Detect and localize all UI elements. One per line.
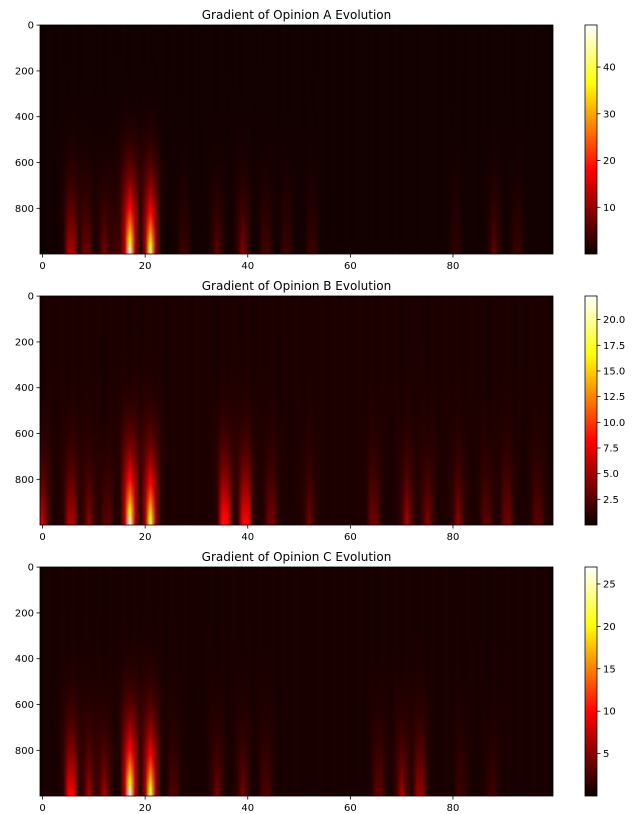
chart-title: Gradient of Opinion C Evolution: [202, 550, 392, 564]
x-tick-label: 20: [139, 261, 152, 272]
heatmap-image: [40, 567, 553, 796]
x-tick-label: 20: [139, 803, 152, 814]
x-tick-label: 20: [139, 532, 152, 543]
chart-title: Gradient of Opinion A Evolution: [202, 8, 392, 22]
colorbar-tick-label: 7.5: [603, 443, 619, 454]
colorbar-tick-label: 15: [603, 664, 616, 675]
y-tick-label: 0: [28, 21, 34, 32]
x-tick-label: 80: [447, 532, 460, 543]
colorbar: 2.5 5.0 7.5 10.0 12.5 15.0 17.5 20.0: [584, 295, 625, 526]
x-tick-label: 60: [344, 261, 357, 272]
y-tick-label: 800: [15, 204, 34, 215]
colorbar: 5 10 15 20 25: [584, 566, 616, 797]
x-tick-label: 60: [344, 532, 357, 543]
y-tick-label: 400: [15, 383, 34, 394]
y-tick-label: 400: [15, 112, 34, 123]
y-tick-label: 800: [15, 475, 34, 486]
y-tick-label: 0: [28, 292, 34, 303]
x-tick-label: 40: [241, 532, 254, 543]
y-tick-label: 200: [15, 66, 34, 77]
colorbar-tick-label: 10: [603, 707, 616, 718]
plot-frame: [39, 24, 554, 255]
colorbar-gradient: [584, 566, 598, 797]
plot-frame: [39, 295, 554, 526]
heatmap-image: [40, 25, 553, 254]
heatmap-panel-b: Gradient of Opinion B Evolution 0 20 40 60 80…: [15, 279, 625, 543]
colorbar-tick-label: 5.0: [603, 469, 619, 480]
x-tick-label: 60: [344, 803, 357, 814]
colorbar-tick-label: 17.5: [603, 341, 625, 352]
heatmap-image: [40, 296, 553, 525]
x-tick-label: 0: [39, 532, 45, 543]
colorbar-tick-label: 20.0: [603, 315, 625, 326]
colorbar-tick-label: 20: [603, 156, 616, 167]
colorbar-tick-label: 15.0: [603, 366, 625, 377]
colorbar: 10 20 30 40: [584, 24, 616, 255]
colorbar-gradient: [584, 295, 598, 526]
plot-frame: [39, 566, 554, 797]
y-tick-label: 800: [15, 746, 34, 757]
x-tick-label: 80: [447, 803, 460, 814]
colorbar-gradient: [584, 24, 598, 255]
colorbar-tick-label: 10.0: [603, 418, 625, 429]
colorbar-tick-label: 5: [603, 749, 609, 760]
x-tick-label: 0: [39, 261, 45, 272]
y-tick-label: 400: [15, 654, 34, 665]
y-tick-label: 0: [28, 563, 34, 574]
x-tick-label: 40: [241, 261, 254, 272]
y-tick-label: 200: [15, 337, 34, 348]
y-tick-label: 600: [15, 158, 34, 169]
colorbar-tick-label: 10: [603, 203, 616, 214]
colorbar-tick-label: 2.5: [603, 495, 619, 506]
y-tick-label: 600: [15, 700, 34, 711]
x-tick-label: 40: [241, 803, 254, 814]
y-tick-label: 600: [15, 429, 34, 440]
x-tick-label: 0: [39, 803, 45, 814]
colorbar-tick-label: 12.5: [603, 392, 625, 403]
heatmap-panel-c: Gradient of Opinion C Evolution 0 20 40 60 80…: [15, 550, 616, 814]
chart-title: Gradient of Opinion B Evolution: [202, 279, 392, 293]
colorbar-tick-label: 30: [603, 109, 616, 120]
x-tick-label: 80: [447, 261, 460, 272]
heatmap-panel-a: Gradient of Opinion A Evolution 0 20 40 60 80…: [15, 8, 616, 272]
y-tick-label: 200: [15, 608, 34, 619]
colorbar-tick-label: 25: [603, 579, 616, 590]
colorbar-tick-label: 40: [603, 63, 616, 74]
colorbar-tick-label: 20: [603, 622, 616, 633]
